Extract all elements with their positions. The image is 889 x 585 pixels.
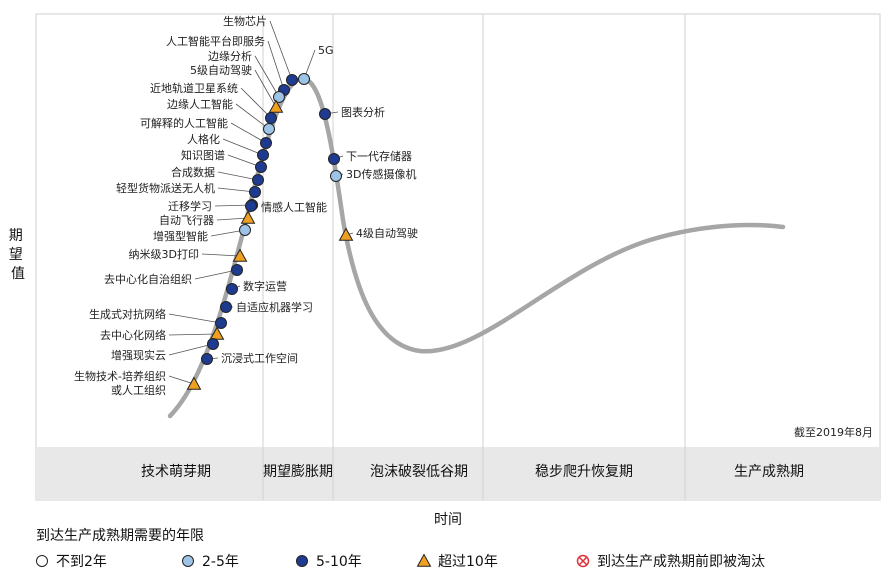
legend-label: 5-10年 [316, 554, 362, 570]
plot-area [35, 13, 881, 501]
phase-label-peak: 期望膨胀期 [263, 463, 333, 480]
leader-line [235, 103, 270, 130]
point-label: 纳米级3D打印 [129, 247, 199, 261]
legend: 不到2年 2-5年 5-10年 超过10年 到达生产成熟期前即被淘汰 [36, 553, 765, 570]
point-label: 下一代存储器 [346, 149, 412, 163]
phase-band [36, 447, 880, 500]
point-marker [265, 112, 277, 124]
point-label: 5级自动驾驶 [190, 63, 252, 77]
legend-label: 不到2年 [56, 554, 107, 570]
legend-marker-y5_10 [296, 555, 308, 567]
leader-line [254, 55, 280, 98]
as-of-date-note: 截至2019年8月 [794, 425, 873, 439]
point-label: 轻型货物派送无人机 [116, 181, 215, 195]
point-label: 增强型智能 [153, 229, 208, 243]
point-label: 边缘人工智能 [167, 97, 233, 111]
legend-marker-y2_5 [182, 555, 194, 567]
point-label: 4级自动驾驶 [356, 226, 418, 240]
leader-line [240, 87, 272, 119]
leader-line [216, 217, 249, 221]
point-marker [257, 149, 269, 161]
leader-line [168, 343, 214, 356]
leader-line [230, 122, 267, 144]
leader-line [168, 333, 218, 336]
point-marker [273, 91, 285, 103]
legend-label: 2-5年 [202, 554, 239, 570]
point-label: 数字运营 [243, 279, 287, 293]
point-label: 迁移学习 [168, 199, 212, 213]
leader-line [217, 171, 259, 181]
point-label: 生成式对抗网络 [89, 307, 166, 321]
leader-line [254, 69, 277, 108]
point-label: 图表分析 [341, 105, 385, 119]
point-label: 自动飞行器 [159, 214, 214, 227]
point-marker [330, 170, 342, 182]
point-marker [268, 99, 284, 113]
x-axis-title: 时间 [434, 512, 462, 528]
phase-label-slope: 稳步爬升恢复期 [535, 463, 633, 480]
leader-line [222, 138, 264, 156]
leader-line [194, 269, 238, 280]
legend-marker-gt10 [416, 553, 432, 567]
phase-label-innovation-trigger: 技术萌芽期 [141, 464, 211, 480]
point-marker [226, 283, 238, 295]
point-marker [215, 317, 227, 329]
y-axis-title: 期 望 值 [9, 228, 27, 282]
point-marker [220, 301, 232, 313]
point-marker [252, 174, 264, 186]
legend-title: 到达生产成熟期需要的年限 [36, 528, 204, 544]
point-marker [186, 376, 202, 390]
point-label: 人工智能平台即服务 [166, 34, 265, 48]
leader-line [217, 187, 256, 193]
leader-line [168, 313, 222, 324]
point-label: 自适应机器学习 [236, 300, 313, 314]
legend-label: 超过10年 [438, 554, 498, 570]
point-marker [231, 264, 243, 276]
point-marker [319, 108, 331, 120]
leader-line [168, 375, 195, 385]
point-marker [255, 161, 267, 173]
point-marker [201, 353, 213, 365]
leader-line [267, 40, 285, 91]
point-markers [186, 73, 354, 390]
point-label: 去中心化网络 [100, 328, 166, 342]
point-label: 3D传感摄像机 [346, 167, 416, 181]
point-label: 人格化 [187, 132, 220, 146]
point-label: 5G [318, 44, 334, 57]
point-label: 边缘分析 [208, 49, 252, 63]
point-marker [249, 186, 261, 198]
point-marker [209, 326, 225, 340]
point-marker [240, 210, 256, 224]
point-marker [286, 74, 298, 86]
point-marker [207, 338, 219, 350]
legend-label: 到达生产成熟期前即被淘汰 [597, 553, 765, 570]
point-label: 增强现实云 [111, 348, 166, 362]
point-labels: 生物芯片 5G 人工智能平台即服务边缘分析5级自动驾驶近地轨道卫星系统边缘人工智能可… [74, 14, 418, 397]
point-marker [239, 224, 251, 236]
point-marker [298, 73, 310, 85]
point-label: 知识图谱 [181, 148, 225, 162]
legend-marker-lt2 [36, 555, 48, 567]
point-label: 近地轨道卫星系统 [150, 81, 238, 95]
point-label: 沉浸式工作空间 [221, 351, 298, 365]
point-marker [263, 123, 275, 135]
point-label: 情感人工智能 [261, 200, 327, 214]
point-marker [328, 153, 340, 165]
phase-label-plateau: 生产成熟期 [734, 464, 804, 480]
point-label: 合成数据 [171, 165, 215, 179]
point-label: 去中心化自治组织 [104, 272, 192, 286]
legend-marker-obsolete [576, 554, 590, 568]
point-marker [260, 137, 272, 149]
phase-label-trough: 泡沫破裂低谷期 [370, 464, 468, 480]
leader-line [201, 253, 241, 257]
point-marker [338, 227, 354, 241]
point-marker [245, 200, 257, 212]
point-label: 生物技术-培养组织或人工组织 [74, 369, 166, 397]
point-label: 生物芯片 [223, 14, 267, 28]
point-label: 可解释的人工智能 [140, 116, 228, 130]
leader-line [269, 20, 293, 81]
point-marker [232, 248, 248, 262]
